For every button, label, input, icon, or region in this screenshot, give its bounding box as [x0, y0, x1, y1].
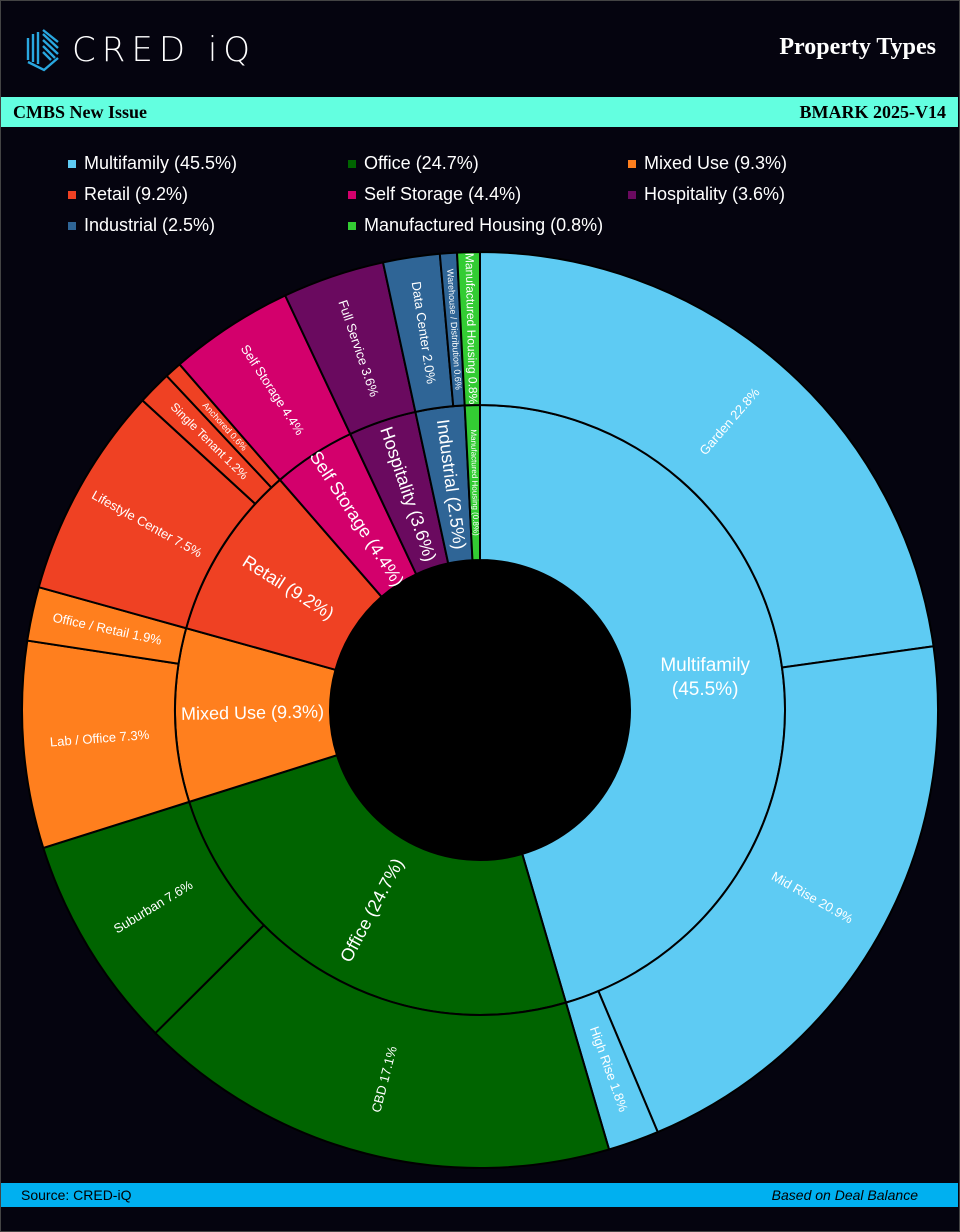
segment-label: Manufactured Housing 0.8% [462, 253, 480, 405]
legend-swatch [68, 190, 76, 199]
legend-label: Hospitality (3.6%) [644, 184, 786, 204]
legend-label: Retail (9.2%) [84, 184, 189, 204]
deal-name: BMARK 2025-V14 [799, 101, 947, 122]
legend-label: Self Storage (4.4%) [364, 184, 522, 204]
legend-swatch [348, 221, 356, 230]
legend-swatch [68, 221, 76, 230]
outer-segment [597, 645, 939, 1134]
legend-item: Multifamily (45.5%) [68, 153, 237, 174]
legend-label: Office (24.7%) [364, 153, 479, 173]
subheader-band: CMBS New Issue BMARK 2025-V14 [1, 97, 958, 127]
legend-label: Manufactured Housing (0.8%) [364, 215, 604, 235]
legend-item: Hospitality (3.6%) [628, 184, 785, 205]
legend-swatch [628, 159, 636, 168]
legend-label: Industrial (2.5%) [84, 215, 216, 235]
legend-swatch [348, 190, 356, 199]
legend-item: Retail (9.2%) [68, 184, 188, 205]
outer-segment [153, 923, 611, 1169]
report-type: CMBS New Issue [13, 101, 148, 122]
legend-item: Industrial (2.5%) [68, 215, 215, 236]
segment-label: Multifamily (45.5%) [660, 655, 750, 700]
legend-label: Multifamily (45.5%) [84, 153, 238, 173]
legend-swatch [348, 159, 356, 168]
footer-band: Source: CRED-iQ Based on Deal Balance [1, 1183, 958, 1207]
footer-note: Based on Deal Balance [771, 1187, 918, 1203]
legend-item: Manufactured Housing (0.8%) [348, 215, 603, 236]
legend-swatch [68, 159, 76, 168]
legend-label: Mixed Use (9.3%) [644, 153, 788, 173]
legend-item: Mixed Use (9.3%) [628, 153, 787, 174]
outer-segment [479, 250, 935, 669]
center-hole [330, 560, 630, 860]
logo-text: CRED iQ [72, 30, 257, 70]
page-title: Property Types [779, 34, 936, 60]
legend-swatch [628, 190, 636, 199]
logo: CRED iQ [24, 28, 256, 72]
legend-item: Office (24.7%) [348, 153, 479, 174]
source-text: Source: CRED-iQ [21, 1187, 132, 1203]
segment-label: Mixed Use (9.3%) [181, 701, 324, 723]
segment-label: Manufactured Housing (0.8%) [469, 429, 481, 536]
legend-item: Self Storage (4.4%) [348, 184, 521, 205]
outer-segment [455, 250, 481, 407]
logo-mark-icon [26, 29, 59, 72]
